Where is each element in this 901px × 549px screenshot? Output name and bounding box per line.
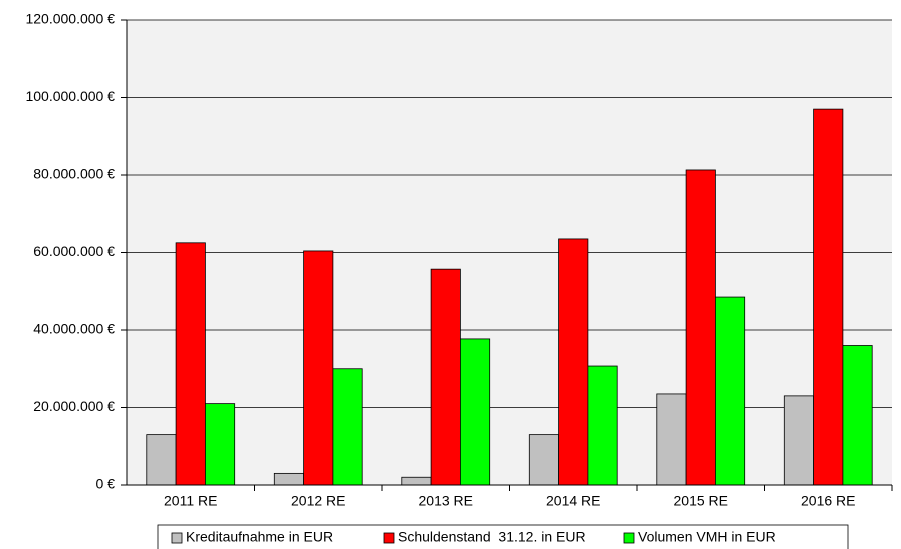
y-tick-label: 100.000.000 € (25, 88, 115, 104)
bar (558, 238, 589, 486)
legend-swatch (623, 532, 635, 544)
x-tick-label: 2011 RE (164, 493, 217, 509)
x-tick-label: 2014 RE (546, 493, 600, 509)
bar (146, 434, 177, 486)
legend-label: Kreditaufnahme in EUR (186, 529, 333, 545)
y-tick-label: 80.000.000 € (33, 166, 115, 182)
bar (332, 368, 363, 486)
bar (401, 476, 432, 486)
y-tick-label: 0 € (96, 476, 116, 492)
x-tick-label: 2012 RE (291, 493, 345, 509)
bar (656, 393, 687, 486)
bar (430, 268, 461, 486)
bar (783, 395, 814, 486)
bar (459, 338, 491, 486)
x-tick-label: 2015 RE (674, 493, 728, 509)
bar (842, 345, 873, 486)
bar (685, 169, 716, 486)
bar (715, 296, 746, 486)
bar (175, 242, 206, 486)
bar (528, 434, 559, 486)
bar (303, 250, 334, 486)
x-tick-label: 2016 RE (801, 493, 855, 509)
y-tick-label: 40.000.000 € (33, 321, 115, 337)
x-tick-label: 2013 RE (419, 493, 473, 509)
y-tick-label: 20.000.000 € (33, 398, 115, 414)
bar (273, 472, 304, 486)
legend-swatch (171, 532, 183, 544)
bar (813, 108, 844, 486)
legend-box (157, 524, 849, 549)
y-tick-label: 60.000.000 € (33, 243, 115, 259)
legend-label: Volumen VMH in EUR (638, 529, 776, 545)
legend-swatch (383, 532, 395, 544)
legend-label: Schuldenstand 31.12. in EUR (398, 529, 586, 545)
bar (204, 403, 236, 486)
bar (587, 365, 618, 486)
y-tick-label: 120.000.000 € (25, 11, 115, 27)
